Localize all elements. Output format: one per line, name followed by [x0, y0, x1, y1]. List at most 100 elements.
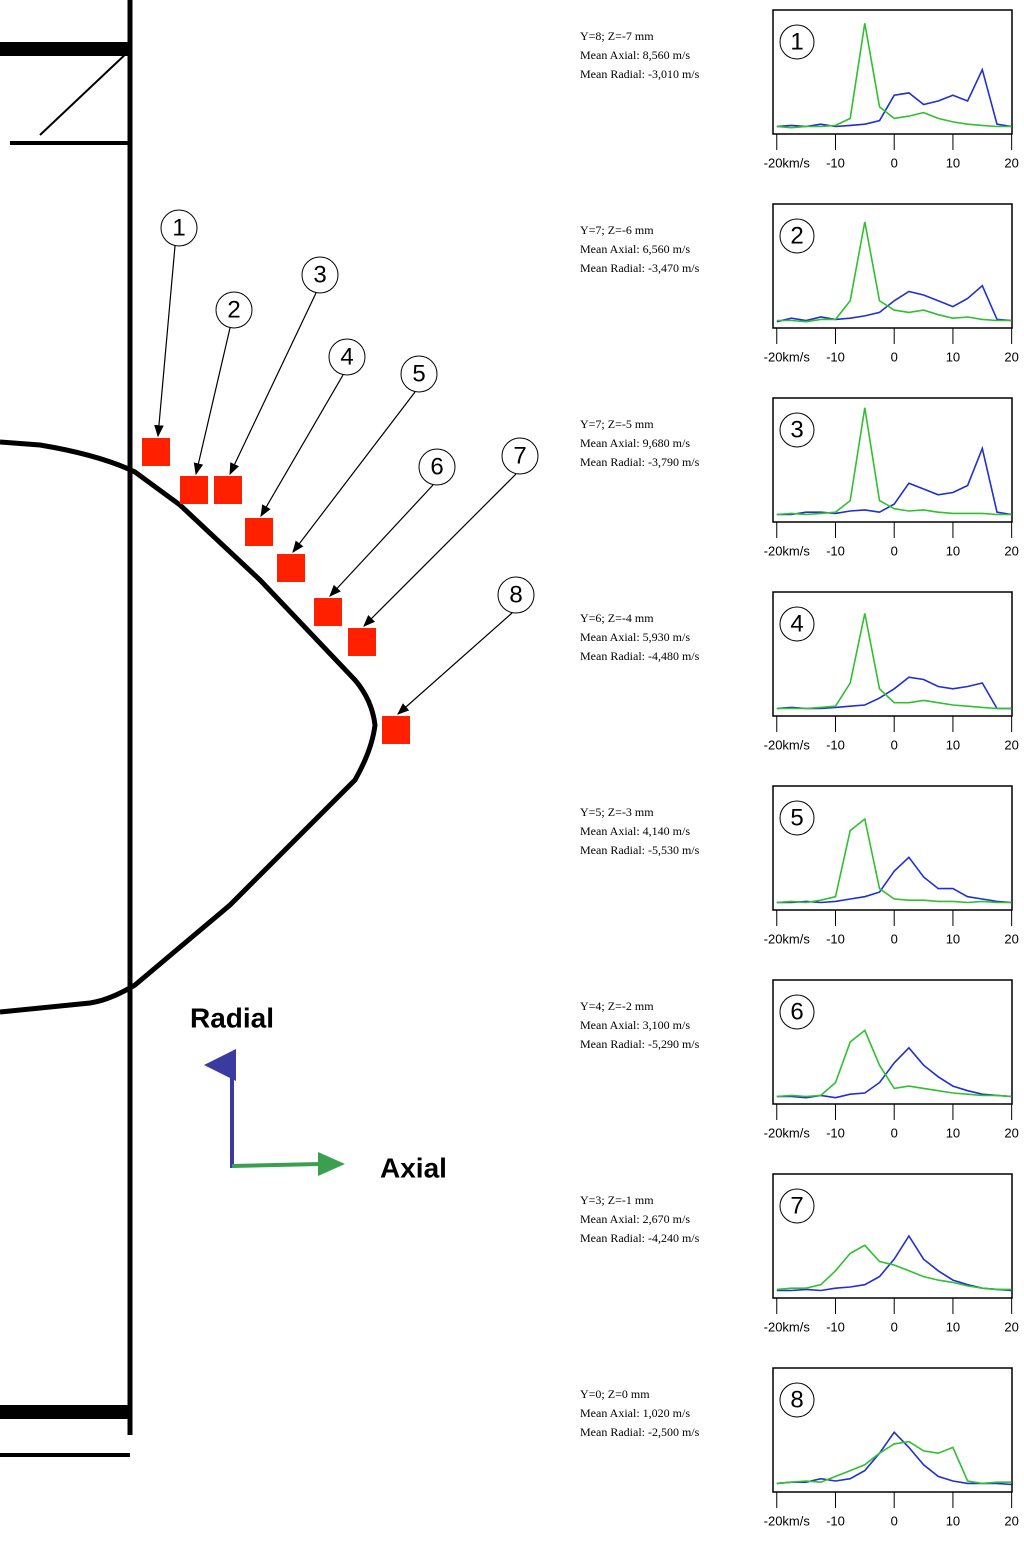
marker-arrow — [329, 484, 434, 597]
annotation: Mean Radial: -4,480 m/s — [580, 649, 700, 663]
panel-number: 4 — [790, 610, 803, 637]
x-tick-label: 10 — [946, 1319, 960, 1334]
annotation: Y=7; Z=-6 mm — [580, 223, 654, 237]
annotation: Y=3; Z=-1 mm — [580, 1193, 654, 1207]
marker-arrow — [260, 374, 344, 518]
marker-arrow — [229, 292, 317, 476]
panel-number-circle — [779, 1382, 815, 1418]
panel-number: 1 — [790, 28, 803, 55]
probe-square — [180, 476, 208, 504]
x-tick-label: -10 — [826, 543, 845, 558]
x-tick-label: -20km/s — [764, 155, 811, 170]
annotation: Mean Axial: 8,560 m/s — [580, 48, 690, 62]
x-tick-label: -10 — [826, 1125, 845, 1140]
marker-circle — [301, 256, 339, 294]
series-line — [776, 221, 1012, 323]
marker-number: 8 — [509, 581, 522, 608]
marker-number: 5 — [412, 360, 425, 387]
x-tick-label: 0 — [891, 1513, 898, 1528]
annotation: Mean Axial: 9,680 m/s — [580, 436, 690, 450]
annotation: Mean Radial: -4,240 m/s — [580, 1231, 700, 1245]
annotation: Mean Radial: -5,530 m/s — [580, 843, 700, 857]
axial-label: Axial — [380, 1152, 447, 1183]
probe-square — [245, 518, 273, 546]
series-line — [776, 284, 1012, 323]
annotation: Y=7; Z=-5 mm — [580, 417, 654, 431]
probe-square — [348, 628, 376, 656]
panel-number: 2 — [790, 222, 803, 249]
x-tick-label: -10 — [826, 737, 845, 752]
marker-number: 6 — [430, 453, 443, 480]
marker-arrow — [292, 391, 416, 553]
x-tick-label: -10 — [826, 155, 845, 170]
x-tick-label: -20km/s — [764, 1319, 811, 1334]
annotation: Mean Radial: -2,500 m/s — [580, 1425, 700, 1439]
annotation: Mean Radial: -3,470 m/s — [580, 261, 700, 275]
marker-number: 4 — [340, 343, 353, 370]
plot-frame — [772, 1173, 1013, 1299]
x-tick-label: -10 — [826, 349, 845, 364]
x-tick-label: 0 — [891, 349, 898, 364]
x-tick-label: 20 — [1004, 349, 1018, 364]
series-line — [776, 613, 1012, 710]
x-tick-label: -20km/s — [764, 349, 811, 364]
x-tick-label: -20km/s — [764, 737, 811, 752]
plot-frame — [772, 785, 1013, 911]
annotation: Mean Axial: 1,020 m/s — [580, 1406, 690, 1420]
marker-circle — [328, 338, 366, 376]
probe-square — [277, 554, 305, 582]
annotation: Y=6; Z=-4 mm — [580, 611, 654, 625]
x-tick-label: -10 — [826, 1513, 845, 1528]
panel-number: 6 — [790, 998, 803, 1025]
annotation: Mean Radial: -5,290 m/s — [580, 1037, 700, 1051]
marker-number: 1 — [172, 214, 185, 241]
x-tick-label: 10 — [946, 1125, 960, 1140]
x-tick-label: -10 — [826, 1319, 845, 1334]
marker-number: 3 — [313, 261, 326, 288]
x-tick-label: -20km/s — [764, 1513, 811, 1528]
series-line — [776, 1244, 1012, 1291]
panel-number: 7 — [790, 1192, 803, 1219]
marker-number: 7 — [513, 442, 526, 469]
probe-square — [314, 598, 342, 626]
x-tick-label: 10 — [946, 931, 960, 946]
x-tick-label: 0 — [891, 155, 898, 170]
panel-number-circle — [779, 24, 815, 60]
series-line — [776, 23, 1012, 129]
x-tick-label: -20km/s — [764, 543, 811, 558]
x-tick-label: -10 — [826, 931, 845, 946]
marker-circle — [215, 291, 253, 329]
panel-number: 8 — [790, 1386, 803, 1413]
series-line — [776, 1029, 1012, 1098]
marker-circle — [400, 355, 438, 393]
x-tick-label: -20km/s — [764, 1125, 811, 1140]
marker-circle — [160, 209, 198, 247]
probe-markers: 1 2 3 4 5 6 7 8 — [142, 209, 539, 744]
series-line — [776, 1431, 1012, 1486]
annotation: Mean Axial: 5,930 m/s — [580, 630, 690, 644]
probe-square — [214, 476, 242, 504]
x-tick-label: 10 — [946, 155, 960, 170]
annotation: Mean Axial: 4,140 m/s — [580, 824, 690, 838]
x-tick-label: 0 — [891, 931, 898, 946]
annotation: Mean Axial: 6,560 m/s — [580, 242, 690, 256]
x-tick-label: 10 — [946, 543, 960, 558]
annotation: Y=0; Z=0 mm — [580, 1387, 650, 1401]
annotation: Y=5; Z=-3 mm — [580, 805, 654, 819]
series-line — [776, 67, 1012, 128]
marker-arrow — [193, 327, 231, 476]
annotation: Mean Radial: -3,010 m/s — [580, 67, 700, 81]
panel-number: 5 — [790, 804, 803, 831]
plot-frame — [772, 979, 1013, 1105]
probe-square — [382, 716, 410, 744]
probe-square — [142, 438, 170, 466]
marker-circle — [418, 448, 456, 486]
panel-number-circle — [779, 218, 815, 254]
series-line — [776, 856, 1012, 904]
annotation: Y=4; Z=-2 mm — [580, 999, 654, 1013]
series-line — [776, 407, 1012, 516]
series-line — [776, 445, 1012, 516]
marker-arrow — [363, 473, 517, 627]
x-tick-label: 20 — [1004, 1125, 1018, 1140]
annotation: Y=8; Z=-7 mm — [580, 29, 654, 43]
